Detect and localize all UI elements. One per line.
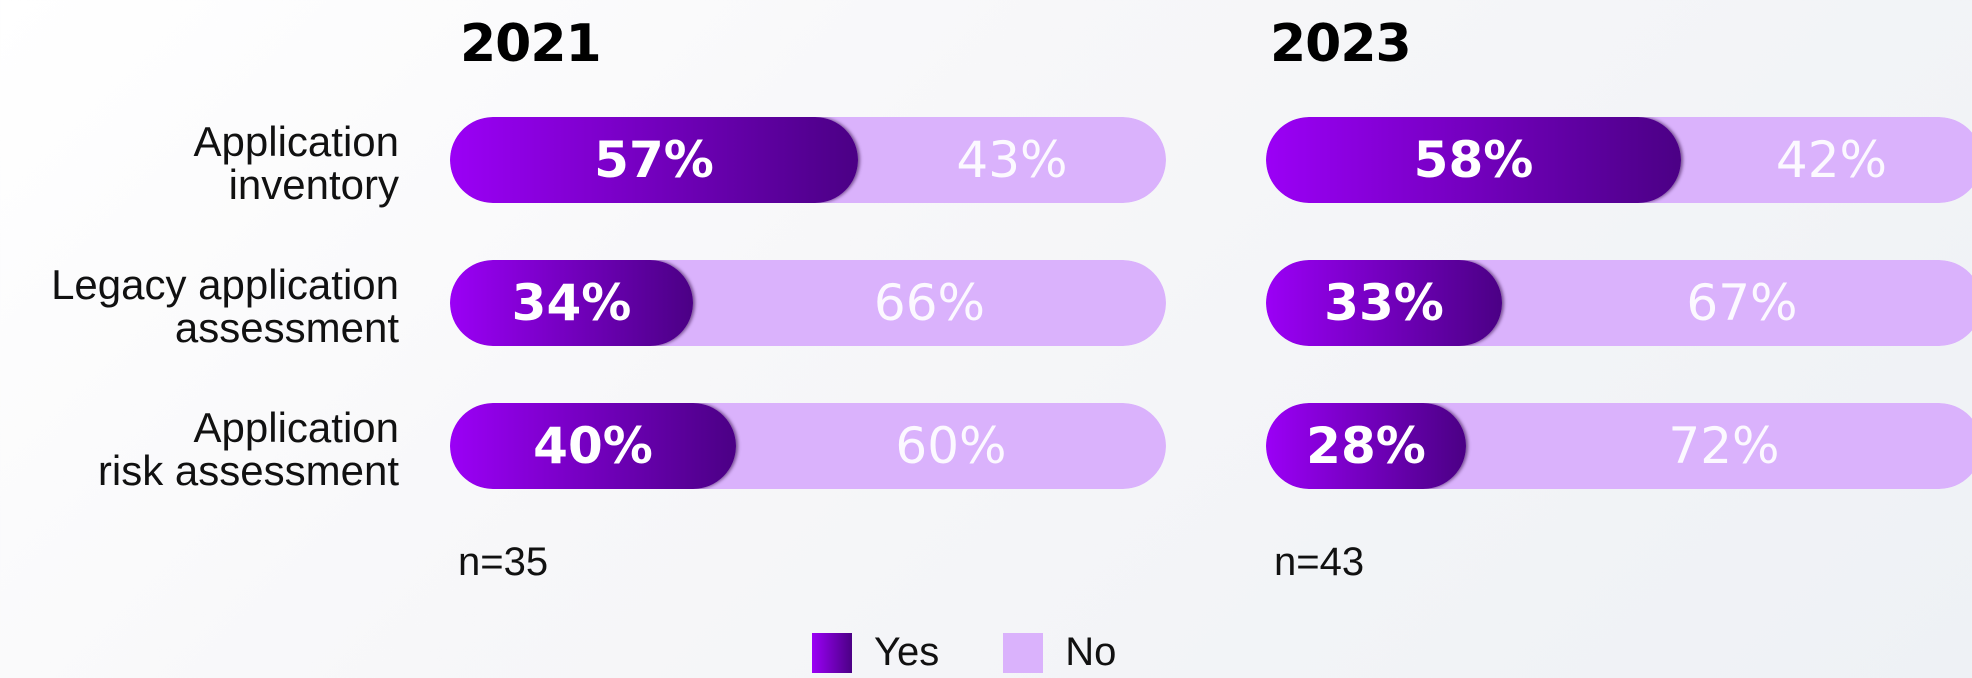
bar-track-2023-1: 33% 67% [1266,260,1972,346]
bar-yes-2023-0 [1266,117,1681,203]
bar-track-2021-1: 34% 66% [450,260,1166,346]
legend-item-no: No [1003,630,1116,675]
data-label-yes-2021-2: 40% [533,417,653,475]
sample-size-2023: n=43 [1274,540,1365,584]
legend-swatch-no [1003,632,1044,673]
chart-title-2023: 2023 [1270,14,1412,74]
row-label-1: Legacy application assessment [51,261,399,351]
bar-yes-2021-1 [450,260,693,346]
legend-item-yes: Yes [812,630,939,675]
bar-yes-2021-2 [450,403,736,489]
bar-track-2021-2: 40% 60% [450,403,1166,489]
data-label-no-2021-2: 60% [895,417,1007,475]
bar-track-2023-2: 28% 72% [1266,403,1972,489]
bar-track-2021-0: 57% 43% [450,117,1166,203]
chart-title-2021: 2021 [460,14,602,74]
legend: Yes No [812,630,1180,675]
legend-swatch-yes [812,632,852,673]
data-label-yes-2023-0: 58% [1413,131,1534,189]
bar-track-2023-0: 58% 42% [1266,117,1972,203]
sample-size-2021: n=35 [458,540,549,584]
bar-yes-2023-2 [1266,403,1466,489]
bar-yes-2023-1 [1266,260,1502,346]
data-label-yes-2021-0: 57% [594,131,714,189]
data-label-no-2021-1: 66% [873,274,986,332]
legend-label-no: No [1065,630,1117,674]
row-label-2: Application risk assessment [97,404,399,494]
row-label-0: Application inventory [193,118,399,208]
data-label-yes-2023-2: 28% [1306,417,1426,475]
bar-yes-2021-0 [450,117,858,203]
data-label-no-2021-0: 43% [956,131,1068,189]
data-label-no-2023-0: 42% [1775,131,1888,189]
data-label-no-2023-1: 67% [1686,274,1798,332]
data-label-yes-2021-1: 34% [511,274,632,332]
legend-label-yes: Yes [874,630,940,674]
data-label-yes-2023-1: 33% [1324,274,1444,332]
data-label-no-2023-2: 72% [1668,417,1780,475]
